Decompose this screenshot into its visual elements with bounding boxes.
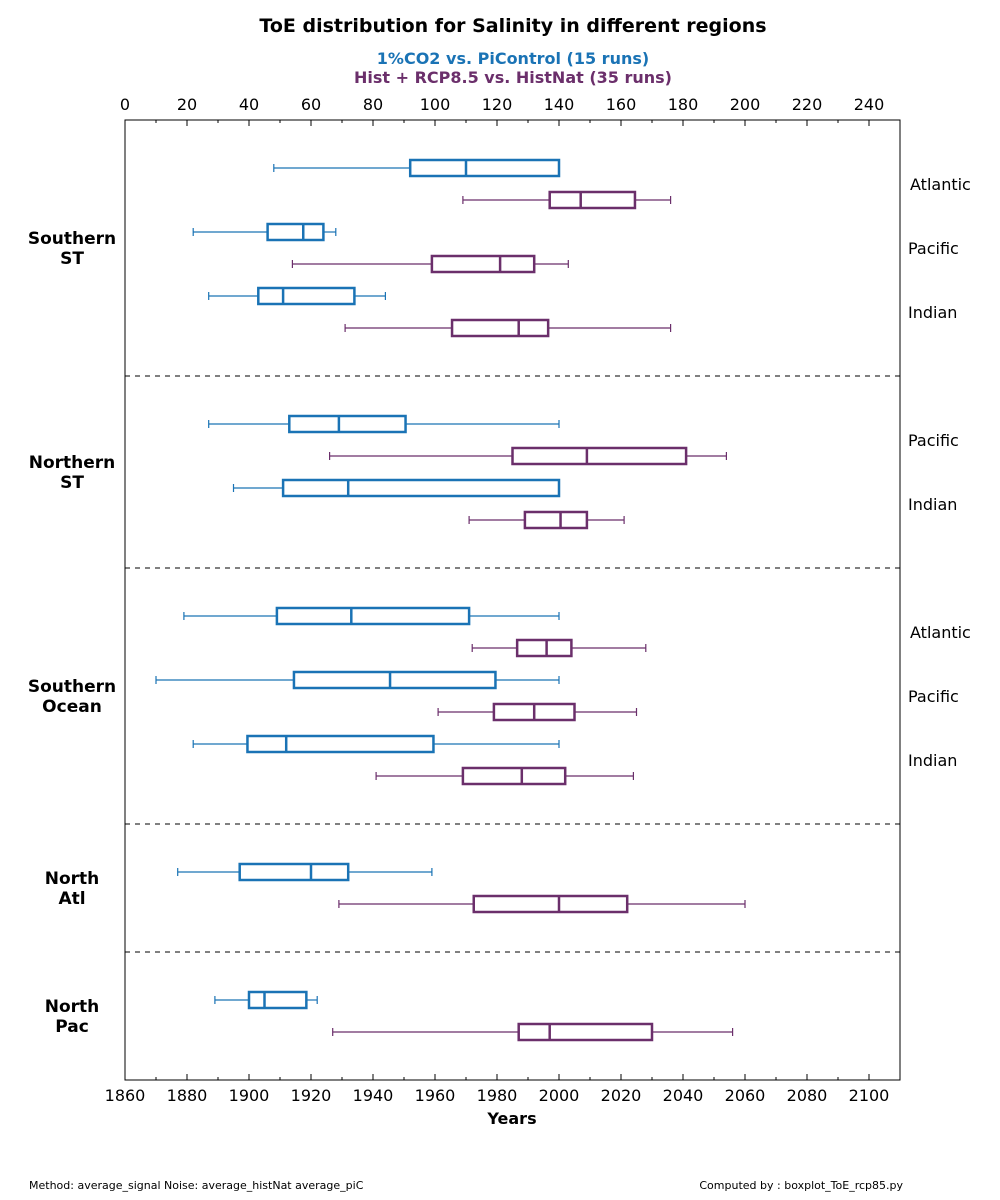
basin-label: Indian (908, 303, 957, 322)
x-bottom-tick-label: 2060 (725, 1086, 766, 1105)
iqr-box (238, 862, 350, 882)
basin-label: Pacific (908, 431, 959, 450)
iqr-box (266, 222, 325, 242)
iqr-box (257, 286, 356, 306)
x-top-tick-label: 40 (239, 95, 259, 114)
iqr-box (517, 1022, 654, 1042)
x-bottom-tick-label: 2000 (539, 1086, 580, 1105)
x-bottom-tick-label: 1980 (477, 1086, 518, 1105)
region-label: Southern ST (28, 229, 116, 269)
boxplot-histnat (468, 510, 625, 530)
boxplot-histnat (291, 254, 569, 274)
x-bottom-tick-label: 1860 (105, 1086, 146, 1105)
x-bottom-tick-label: 2020 (601, 1086, 642, 1105)
boxplot-picontrol (192, 734, 560, 754)
iqr-box (472, 894, 629, 914)
plot-frame (124, 119, 901, 1081)
x-top-tick-label: 200 (730, 95, 761, 114)
x-bottom-tick-label: 2040 (663, 1086, 704, 1105)
boxplot-histnat (471, 638, 647, 658)
boxplot-picontrol (208, 414, 560, 434)
subtitle-picontrol: 1%CO2 vs. PiControl (15 runs) (377, 49, 649, 68)
x-top-tick-label: 80 (363, 95, 383, 114)
x-bottom-tick-label: 1880 (167, 1086, 208, 1105)
boxplot-picontrol (177, 862, 433, 882)
boxplot-histnat (338, 894, 746, 914)
x-top-tick-label: 220 (792, 95, 823, 114)
basin-label: Atlantic (910, 623, 971, 642)
boxplot-histnat (462, 190, 672, 210)
iqr-box (247, 990, 308, 1010)
x-top-tick-label: 140 (544, 95, 575, 114)
subtitle-histnat: Hist + RCP8.5 vs. HistNat (35 runs) (354, 68, 672, 87)
iqr-box (548, 190, 637, 210)
iqr-box (515, 638, 573, 658)
boxplot-picontrol (192, 222, 337, 242)
iqr-box (511, 446, 688, 466)
boxplot-picontrol (273, 158, 561, 178)
iqr-box (246, 734, 435, 754)
x-top-tick-label: 160 (606, 95, 637, 114)
region-label: North Atl (45, 869, 100, 909)
iqr-box (288, 414, 407, 434)
boxplot-picontrol (232, 478, 561, 498)
boxplot-histnat (375, 766, 635, 786)
boxplot-picontrol (155, 670, 560, 690)
region-label: Southern Ocean (28, 677, 116, 717)
iqr-box (408, 158, 561, 178)
basin-label: Pacific (908, 687, 959, 706)
iqr-box (430, 254, 536, 274)
region-label: Northern ST (29, 453, 116, 493)
boxplot-picontrol (214, 990, 318, 1010)
x-top-tick-label: 20 (177, 95, 197, 114)
x-bottom-tick-label: 1940 (353, 1086, 394, 1105)
footer-computed-by: Computed by : boxplot_ToE_rcp85.py (699, 1179, 903, 1192)
x-bottom-tick-label: 2080 (787, 1086, 828, 1105)
basin-label: Indian (908, 751, 957, 770)
iqr-box (292, 670, 497, 690)
x-top-tick-label: 0 (120, 95, 130, 114)
x-top-tick-label: 180 (668, 95, 699, 114)
x-bottom-tick-label: 2100 (849, 1086, 890, 1105)
x-axis-title: Years (486, 1109, 536, 1128)
x-bottom-tick-label: 1900 (229, 1086, 270, 1105)
boxplot-histnat (437, 702, 638, 722)
x-top-tick-label: 120 (482, 95, 513, 114)
iqr-box (281, 478, 561, 498)
boxplot-histnat (344, 318, 672, 338)
x-top-tick-label: 240 (854, 95, 885, 114)
boxplot-histnat (329, 446, 728, 466)
iqr-box (275, 606, 471, 626)
boxplot-picontrol (208, 286, 386, 306)
chart-title: ToE distribution for Salinity in differe… (259, 15, 766, 37)
iqr-box (450, 318, 550, 338)
iqr-box (523, 510, 589, 530)
x-top-tick-label: 60 (301, 95, 321, 114)
basin-label: Indian (908, 495, 957, 514)
boxplot-histnat (332, 1022, 734, 1042)
region-label: North Pac (45, 997, 100, 1037)
x-bottom-tick-label: 1920 (291, 1086, 332, 1105)
x-top-tick-label: 100 (420, 95, 451, 114)
footer-method: Method: average_signal Noise: average_hi… (29, 1179, 364, 1192)
x-bottom-tick-label: 1960 (415, 1086, 456, 1105)
iqr-box (461, 766, 567, 786)
basin-label: Pacific (908, 239, 959, 258)
boxplot-picontrol (183, 606, 560, 626)
basin-label: Atlantic (910, 175, 971, 194)
plot-area (125, 158, 900, 1042)
